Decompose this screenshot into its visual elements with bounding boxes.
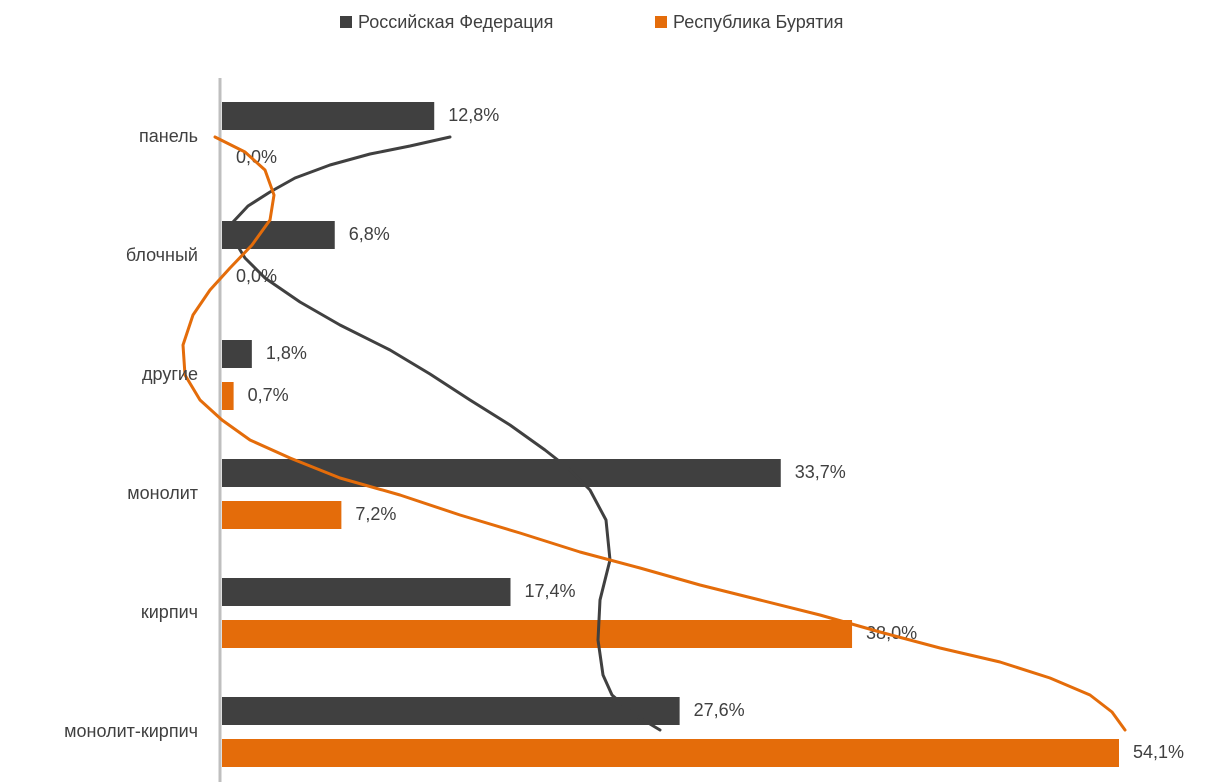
bar [222, 578, 511, 606]
data-label: 54,1% [1133, 742, 1184, 762]
data-label: 1,8% [266, 343, 307, 363]
decorative-curve [231, 135, 662, 732]
bar [222, 340, 252, 368]
bar [222, 501, 342, 529]
legend-label: Республика Бурятия [673, 12, 843, 32]
legend-swatch [655, 16, 667, 28]
bar [222, 459, 781, 487]
data-label: 17,4% [524, 581, 575, 601]
y-tick-label: монолит-кирпич [64, 721, 198, 741]
data-label: 6,8% [349, 224, 390, 244]
decorative-curve [181, 135, 1127, 732]
y-tick-label: панель [139, 126, 198, 146]
y-tick-label: кирпич [141, 602, 198, 622]
legend-label: Российская Федерация [358, 12, 553, 32]
y-tick-label: блочный [126, 245, 198, 265]
bar [222, 620, 853, 648]
y-tick-label: монолит [127, 483, 198, 503]
bar [222, 697, 680, 725]
plot-area: 12,8%0,0%6,8%0,0%1,8%0,7%33,7%7,2%17,4%3… [222, 102, 1184, 767]
legend-swatch [340, 16, 352, 28]
bar [222, 739, 1119, 767]
bar [222, 382, 234, 410]
bar [222, 102, 435, 130]
data-label: 27,6% [694, 700, 745, 720]
y-tick-label: другие [142, 364, 198, 384]
data-label: 0,7% [248, 385, 289, 405]
data-label: 12,8% [448, 105, 499, 125]
data-label: 7,2% [355, 504, 396, 524]
bar [222, 221, 335, 249]
data-label: 33,7% [795, 462, 846, 482]
